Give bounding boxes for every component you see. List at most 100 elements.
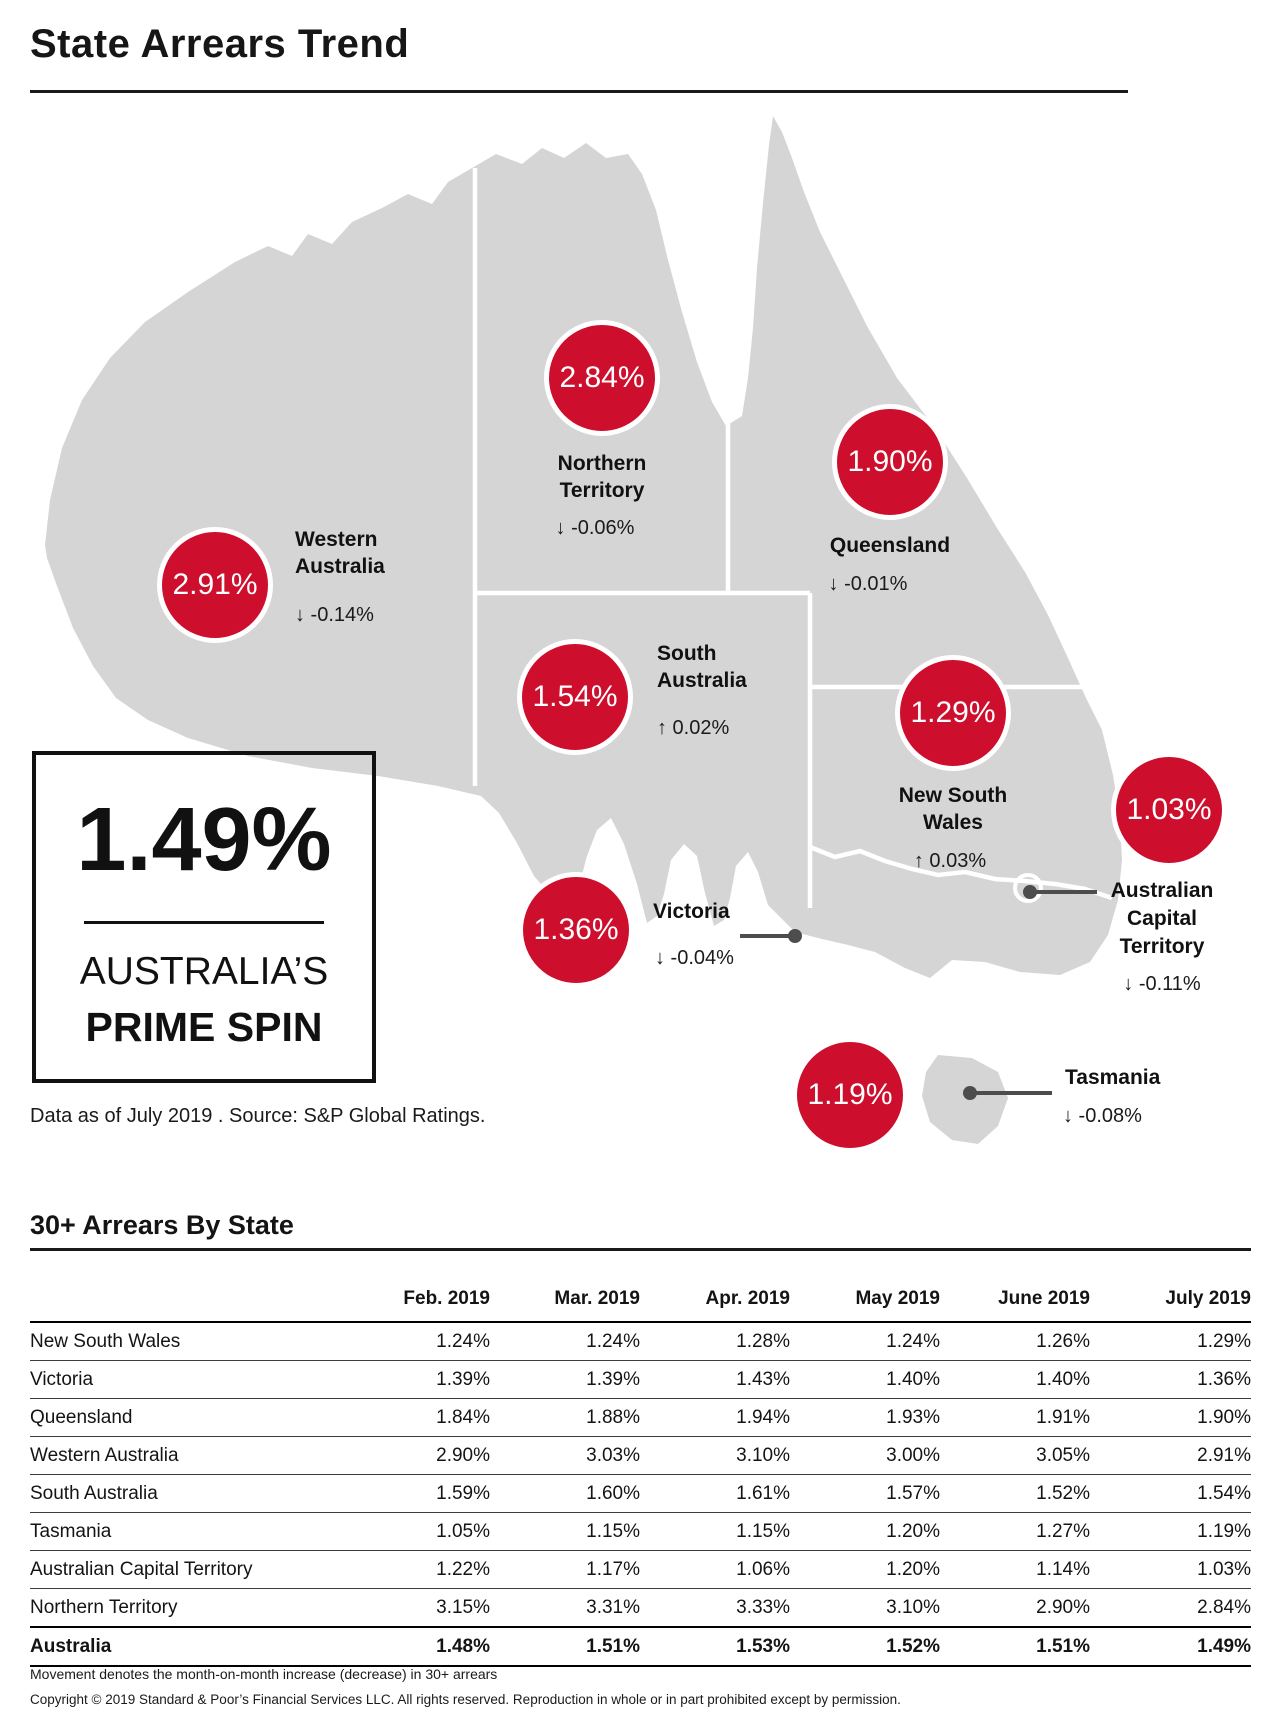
header-july: July 2019 — [1090, 1270, 1251, 1323]
nt-rate: 2.84% — [559, 361, 645, 394]
wa-rate: 2.91% — [172, 568, 258, 601]
cell-state: Tasmania — [30, 1512, 340, 1551]
cell-state: Victoria — [30, 1360, 340, 1399]
cell-value: 3.15% — [340, 1588, 490, 1628]
act-rate-circle: 1.03% — [1111, 752, 1227, 868]
cell-value: 1.06% — [640, 1550, 790, 1589]
cell-value: 1.17% — [490, 1550, 640, 1589]
cell-value: 1.14% — [940, 1550, 1090, 1589]
cell-value: 3.00% — [790, 1436, 940, 1475]
cell-state: Western Australia — [30, 1436, 340, 1475]
cell-value: 2.90% — [940, 1588, 1090, 1628]
tas-label: Tasmania — [1065, 1066, 1161, 1089]
act-label: Australian Capital Territory — [1110, 879, 1214, 958]
mainland-shape — [45, 116, 1122, 978]
copyright-notice: Copyright © 2019 Standard & Poor’s Finan… — [30, 1692, 901, 1707]
header-june: June 2019 — [940, 1270, 1090, 1323]
act-location-dot — [1023, 885, 1037, 899]
vic-movement: ↓ -0.04% — [655, 947, 734, 969]
header-apr: Apr. 2019 — [640, 1270, 790, 1323]
cell-value: 1.91% — [940, 1398, 1090, 1437]
cell-value: 1.15% — [490, 1512, 640, 1551]
vic-rate-circle: 1.36% — [518, 872, 634, 988]
sa-rate-circle: 1.54% — [517, 639, 633, 755]
cell-value: 1.39% — [340, 1360, 490, 1399]
cell-value: 3.03% — [490, 1436, 640, 1475]
cell-state: Australian Capital Territory — [30, 1550, 340, 1589]
cell-value: 3.05% — [940, 1436, 1090, 1475]
wa-rate-circle: 2.91% — [157, 527, 273, 643]
header-may: May 2019 — [790, 1270, 940, 1323]
table-row-new-south-wales: New South Wales 1.24% 1.24% 1.28% 1.24% … — [30, 1322, 1251, 1361]
nt-movement: ↓ -0.06% — [555, 517, 635, 539]
cell-value: 1.53% — [640, 1626, 790, 1667]
cell-value: 1.52% — [940, 1474, 1090, 1513]
cell-state: South Australia — [30, 1474, 340, 1513]
title-rule — [30, 90, 1128, 93]
vic-rate: 1.36% — [533, 913, 619, 946]
cell-value: 1.59% — [340, 1474, 490, 1513]
cell-value: 1.15% — [640, 1512, 790, 1551]
cell-value: 1.60% — [490, 1474, 640, 1513]
cell-value: 1.61% — [640, 1474, 790, 1513]
cell-value: 1.84% — [340, 1398, 490, 1437]
table-heading-rule — [30, 1248, 1251, 1251]
nsw-label: New South Wales — [898, 784, 1008, 834]
nsw-rate: 1.29% — [910, 696, 996, 729]
cell-value: 1.52% — [790, 1626, 940, 1667]
cell-state: Queensland — [30, 1398, 340, 1437]
cell-value: 1.40% — [790, 1360, 940, 1399]
header-state-blank — [30, 1270, 340, 1323]
nsw-movement: ↑ 0.03% — [913, 850, 987, 872]
cell-value: 3.31% — [490, 1588, 640, 1628]
cell-value: 3.33% — [640, 1588, 790, 1628]
table-row-tasmania: Tasmania 1.05% 1.15% 1.15% 1.20% 1.27% 1… — [30, 1512, 1251, 1551]
cell-value: 1.93% — [790, 1398, 940, 1437]
cell-value: 1.24% — [790, 1322, 940, 1361]
australia-map — [45, 116, 1122, 1144]
cell-value: 1.57% — [790, 1474, 940, 1513]
sa-rate: 1.54% — [532, 680, 618, 713]
cell-value: 1.20% — [790, 1512, 940, 1551]
cell-value: 1.27% — [940, 1512, 1090, 1551]
national-caption-line2: PRIME SPIN — [85, 1004, 323, 1050]
cell-value: 1.88% — [490, 1398, 640, 1437]
cell-state: Australia — [30, 1626, 340, 1667]
table-row-australian-capital-territory: Australian Capital Territory 1.22% 1.17%… — [30, 1550, 1251, 1589]
table-heading: 30+ Arrears By State — [30, 1210, 294, 1240]
cell-value: 1.51% — [940, 1626, 1090, 1667]
cell-value: 1.24% — [340, 1322, 490, 1361]
cell-value: 1.40% — [940, 1360, 1090, 1399]
table-row-queensland: Queensland 1.84% 1.88% 1.94% 1.93% 1.91%… — [30, 1398, 1251, 1437]
header-mar: Mar. 2019 — [490, 1270, 640, 1323]
header-feb: Feb. 2019 — [340, 1270, 490, 1323]
tas-location-dot — [963, 1086, 977, 1100]
qld-label: Queensland — [829, 534, 951, 557]
cell-value: 1.26% — [940, 1322, 1090, 1361]
table-row-australia-total: Australia 1.48% 1.51% 1.53% 1.52% 1.51% … — [30, 1626, 1251, 1667]
cell-value: 1.43% — [640, 1360, 790, 1399]
qld-rate-circle: 1.90% — [832, 404, 948, 520]
source-note: Data as of July 2019 . Source: S&P Globa… — [30, 1105, 486, 1127]
act-rate: 1.03% — [1126, 793, 1212, 826]
cell-state: New South Wales — [30, 1322, 340, 1361]
vic-location-dot — [788, 929, 802, 943]
nsw-rate-circle: 1.29% — [895, 655, 1011, 771]
qld-movement: ↓ -0.01% — [828, 573, 908, 595]
cell-value: 1.28% — [640, 1322, 790, 1361]
sa-label: South Australia — [657, 642, 747, 692]
cell-value: 2.90% — [340, 1436, 490, 1475]
vic-label: Victoria — [653, 900, 730, 923]
act-enclave-outline — [1013, 873, 1043, 903]
cell-value: 2.84% — [1090, 1588, 1251, 1628]
tasmania-shape — [922, 1055, 1008, 1144]
table-row-victoria: Victoria 1.39% 1.39% 1.43% 1.40% 1.40% 1… — [30, 1360, 1251, 1399]
table-row-northern-territory: Northern Territory 3.15% 3.31% 3.33% 3.1… — [30, 1588, 1251, 1628]
national-summary-box: 1.49% AUSTRALIA’S PRIME SPIN — [32, 751, 376, 1083]
act-movement: ↓ -0.11% — [1123, 973, 1201, 995]
nt-rate-circle: 2.84% — [544, 320, 660, 436]
cell-value: 1.51% — [490, 1626, 640, 1667]
cell-value: 3.10% — [790, 1588, 940, 1628]
page-title: State Arrears Trend — [30, 22, 410, 66]
